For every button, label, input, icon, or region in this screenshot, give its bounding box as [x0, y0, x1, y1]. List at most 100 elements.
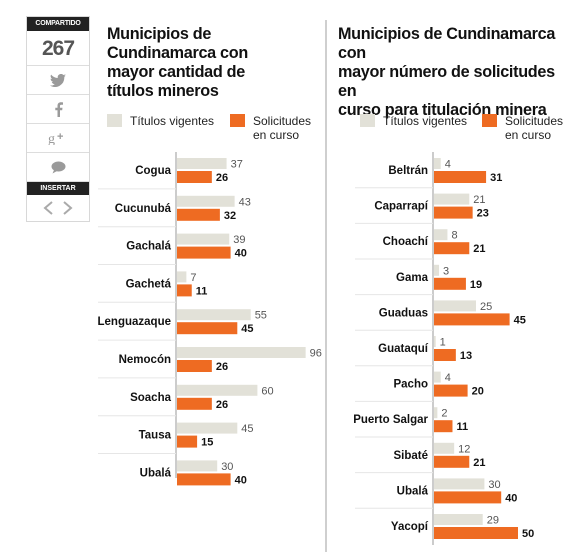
- value-label-solicitudes: 20: [472, 386, 484, 398]
- bar-solicitudes: [434, 206, 473, 219]
- right-title-line: mayor número de solicitudes en: [338, 63, 555, 100]
- shared-header: COMPARTIDO: [27, 17, 89, 31]
- facebook-icon: [54, 101, 63, 117]
- category-label: Puerto Salgar: [353, 414, 428, 426]
- value-label-vigentes: 21: [473, 194, 485, 206]
- left-title-line: Municipios de: [107, 25, 212, 43]
- category-label: Soacha: [130, 392, 172, 404]
- value-label-solicitudes: 40: [235, 474, 247, 486]
- comment-icon: [51, 161, 65, 173]
- value-label-solicitudes: 50: [522, 528, 534, 540]
- twitter-icon: [50, 73, 66, 87]
- bar-solicitudes: [434, 491, 502, 504]
- value-label-vigentes: 4: [445, 372, 451, 384]
- bar-vigentes: [177, 233, 230, 245]
- value-label-solicitudes: 21: [473, 243, 485, 255]
- bar-solicitudes: [434, 277, 466, 290]
- bar-vigentes: [177, 347, 306, 358]
- category-label: Guataquí: [378, 343, 429, 355]
- bar-vigentes: [177, 460, 218, 472]
- value-label-vigentes: 45: [241, 423, 253, 435]
- bar-solicitudes: [434, 527, 518, 539]
- value-label-solicitudes: 11: [456, 421, 468, 433]
- google-plus-icon: g +: [48, 131, 63, 145]
- bar-vigentes: [434, 478, 485, 490]
- legend-label-line: en curso: [505, 128, 552, 142]
- bar-vigentes: [177, 271, 187, 283]
- category-label: Pacho: [393, 379, 428, 391]
- bar-vigentes: [434, 193, 470, 205]
- legend-label-vigentes: Títulos vigentes: [130, 114, 215, 128]
- left-title-line: Cundinamarca con: [107, 44, 248, 62]
- insert-header: INSERTAR: [27, 182, 89, 195]
- bar-vigentes: [177, 158, 227, 169]
- value-label-solicitudes: 26: [216, 172, 228, 184]
- category-label: Ubalá: [140, 467, 172, 479]
- right-chart-title: Municipios de Cundinamarca con mayor núm…: [338, 25, 576, 120]
- bar-solicitudes: [177, 473, 231, 486]
- bar-solicitudes: [434, 313, 510, 326]
- bar-solicitudes: [434, 349, 456, 361]
- google-plus-button[interactable]: g +: [27, 124, 89, 153]
- value-label-solicitudes: 11: [196, 285, 208, 297]
- right-legend-solicitudes: Solicitudes en curso: [482, 114, 563, 142]
- legend-label-line: en curso: [253, 128, 300, 142]
- bar-solicitudes: [434, 171, 487, 183]
- value-label-solicitudes: 19: [470, 279, 482, 291]
- value-label-solicitudes: 15: [201, 437, 213, 449]
- category-label: Choachí: [383, 236, 429, 248]
- bar-vigentes: [177, 422, 238, 434]
- legend-swatch-vigentes: [360, 114, 375, 127]
- value-label-vigentes: 55: [255, 310, 267, 322]
- value-label-solicitudes: 26: [216, 399, 228, 411]
- bar-solicitudes: [177, 284, 192, 297]
- value-label-vigentes: 12: [458, 443, 470, 455]
- bar-vigentes: [177, 195, 235, 207]
- value-label-solicitudes: 21: [473, 457, 485, 469]
- category-label: Ubalá: [397, 485, 429, 497]
- bar-solicitudes: [434, 384, 468, 397]
- legend-label-line: Solicitudes: [253, 114, 312, 128]
- category-label: Gachalá: [126, 241, 171, 253]
- category-label: Cogua: [135, 165, 171, 177]
- value-label-solicitudes: 32: [224, 210, 236, 222]
- value-label-vigentes: 3: [443, 265, 449, 277]
- right-title-line: Municipios de Cundinamarca con: [338, 25, 556, 62]
- legend-swatch-solicitudes: [230, 114, 245, 127]
- left-legend-solicitudes: Solicitudes en curso: [230, 114, 311, 142]
- value-label-vigentes: 37: [231, 159, 243, 171]
- left-legend-vigentes: Títulos vigentes: [107, 114, 214, 128]
- category-label: Nemocón: [119, 354, 171, 366]
- share-count: 267: [27, 31, 89, 66]
- right-legend-vigentes: Títulos vigentes: [360, 114, 467, 128]
- category-label: Guaduas: [379, 307, 428, 319]
- category-label: Sibaté: [393, 450, 428, 462]
- legend-label-vigentes: Títulos vigentes: [383, 114, 468, 128]
- value-label-solicitudes: 45: [514, 314, 526, 326]
- legend-label-solicitudes: Solicitudes en curso: [505, 114, 563, 142]
- value-label-vigentes: 43: [239, 196, 251, 208]
- legend-label-line: Solicitudes: [505, 114, 564, 128]
- embed-button[interactable]: [27, 195, 89, 221]
- bar-vigentes: [434, 371, 441, 383]
- value-label-vigentes: 8: [451, 230, 457, 242]
- left-chart-title: Municipios de Cundinamarca con mayor can…: [107, 25, 322, 101]
- value-label-solicitudes: 40: [235, 248, 247, 260]
- legend-label-solicitudes: Solicitudes en curso: [253, 114, 311, 142]
- bar-vigentes: [434, 514, 483, 525]
- panel-divider: [325, 20, 327, 552]
- facebook-button[interactable]: [27, 95, 89, 124]
- bar-vigentes: [434, 264, 440, 276]
- value-label-vigentes: 25: [480, 301, 492, 313]
- twitter-button[interactable]: [27, 66, 89, 95]
- svg-text:+: +: [57, 131, 63, 143]
- comment-button[interactable]: [27, 153, 89, 182]
- left-title-line: títulos mineros: [107, 82, 219, 100]
- bar-vigentes: [434, 158, 441, 169]
- value-label-vigentes: 4: [445, 159, 451, 171]
- bar-vigentes: [434, 442, 455, 454]
- share-panel: COMPARTIDO 267 g + INSERTAR: [26, 16, 90, 222]
- category-label: Lenguazaque: [98, 316, 171, 328]
- bar-solicitudes: [177, 208, 220, 221]
